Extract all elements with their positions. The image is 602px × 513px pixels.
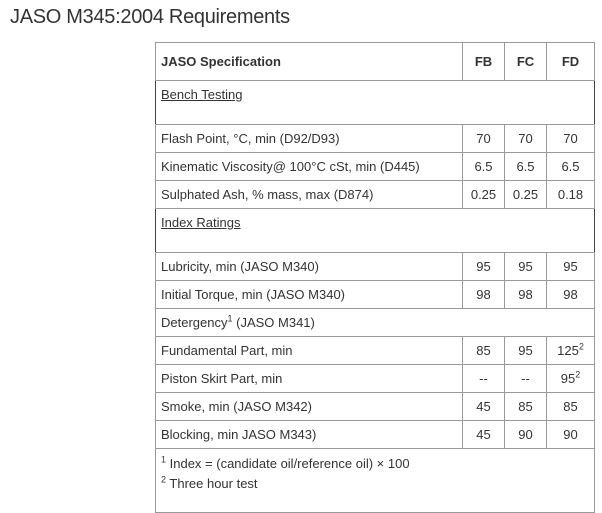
header-fd: FD: [546, 42, 595, 81]
row-label: Initial Torque, min (JASO M340): [155, 280, 463, 309]
cell-fc: 70: [504, 124, 547, 153]
cell-fb: --: [462, 364, 505, 393]
section-row: Bench Testing: [155, 80, 595, 125]
cell-value: 95: [560, 371, 576, 386]
cell-fc: --: [504, 364, 547, 393]
cell-fb: 95: [462, 252, 505, 281]
header-fc: FC: [504, 42, 547, 81]
requirements-table: JASO Specification FB FC FD Bench Testin…: [155, 42, 595, 513]
cell-fd: 95: [546, 252, 595, 281]
row-label: Smoke, min (JASO M342): [155, 392, 463, 421]
row-label: Flash Point, °C, min (D92/D93): [155, 124, 463, 153]
row-label: Fundamental Part, min: [155, 336, 463, 365]
table-row: Sulphated Ash, % mass, max (D874) 0.25 0…: [155, 180, 595, 209]
cell-fc: 95: [504, 336, 547, 365]
table-row: Smoke, min (JASO M342) 45 85 85: [155, 392, 595, 421]
cell-fd: 6.5: [546, 152, 595, 181]
footnote-ref: 2: [578, 341, 584, 352]
row-label: Kinematic Viscosity@ 100°C cSt, min (D44…: [155, 152, 463, 181]
detergency-row: Detergency1 (JASO M341): [155, 308, 595, 337]
section-row: Index Ratings: [155, 208, 595, 253]
table-row: Piston Skirt Part, min -- -- 952: [155, 364, 595, 393]
section-bench-testing: Bench Testing: [161, 87, 243, 102]
cell-fd: 0.18: [546, 180, 595, 209]
cell-fd: 1252: [546, 336, 595, 365]
footnote-mark: 2: [161, 474, 167, 485]
header-spec: JASO Specification: [155, 42, 463, 81]
cell-fd: 952: [546, 364, 595, 393]
table-row: Initial Torque, min (JASO M340) 98 98 98: [155, 280, 595, 309]
footnote-text: Index = (candidate oil/reference oil) × …: [166, 456, 410, 471]
row-label: Blocking, min JASO M343): [155, 420, 463, 449]
cell-fb: 70: [462, 124, 505, 153]
page-title: JASO M345:2004 Requirements: [10, 6, 290, 28]
table-row: Flash Point, °C, min (D92/D93) 70 70 70: [155, 124, 595, 153]
cell-fb: 45: [462, 392, 505, 421]
footnote-mark: 1: [161, 454, 167, 465]
cell-fc: 98: [504, 280, 547, 309]
header-fb: FB: [462, 42, 505, 81]
cell-fb: 45: [462, 420, 505, 449]
table-row: Kinematic Viscosity@ 100°C cSt, min (D44…: [155, 152, 595, 181]
cell-fb: 85: [462, 336, 505, 365]
section-index-ratings: Index Ratings: [161, 215, 241, 230]
cell-fd: 90: [546, 420, 595, 449]
table-row: Blocking, min JASO M343) 45 90 90: [155, 420, 595, 449]
table-row: Lubricity, min (JASO M340) 95 95 95: [155, 252, 595, 281]
cell-fc: 90: [504, 420, 547, 449]
cell-fc: 95: [504, 252, 547, 281]
footnote-ref: 1: [227, 313, 233, 324]
row-label-suffix: (JASO M341): [232, 315, 315, 330]
cell-fd: 98: [546, 280, 595, 309]
footnote-2: 2 Three hour test: [161, 474, 589, 494]
row-label: Detergency: [161, 315, 228, 330]
cell-fd: 70: [546, 124, 595, 153]
cell-fb: 6.5: [462, 152, 505, 181]
cell-value: 125: [557, 343, 579, 358]
footnote-text: Three hour test: [166, 476, 258, 491]
cell-fc: 0.25: [504, 180, 547, 209]
cell-fb: 0.25: [462, 180, 505, 209]
footnotes-row: 1 Index = (candidate oil/reference oil) …: [155, 448, 595, 513]
cell-fc: 85: [504, 392, 547, 421]
cell-fd: 85: [546, 392, 595, 421]
row-label: Piston Skirt Part, min: [155, 364, 463, 393]
header-row: JASO Specification FB FC FD: [155, 42, 595, 81]
cell-fc: 6.5: [504, 152, 547, 181]
footnote-ref: 2: [575, 369, 581, 380]
table-row: Fundamental Part, min 85 95 1252: [155, 336, 595, 365]
cell-fb: 98: [462, 280, 505, 309]
footnote-1: 1 Index = (candidate oil/reference oil) …: [161, 454, 589, 474]
row-label: Sulphated Ash, % mass, max (D874): [155, 180, 463, 209]
row-label: Lubricity, min (JASO M340): [155, 252, 463, 281]
